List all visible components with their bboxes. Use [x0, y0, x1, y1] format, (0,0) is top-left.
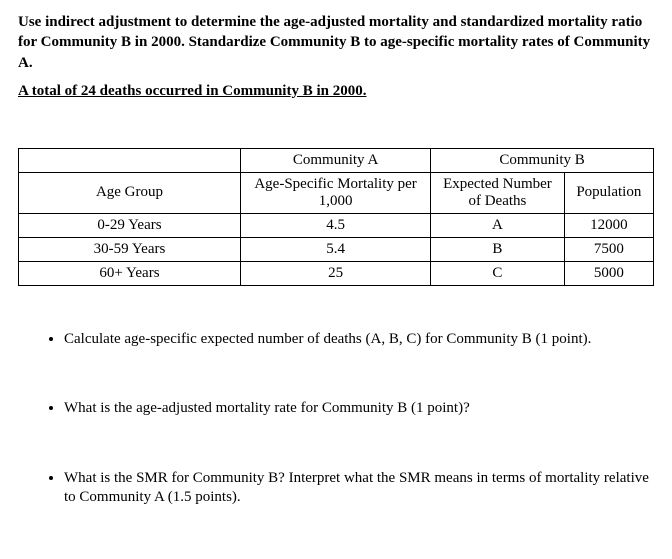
cell-exp: A [431, 213, 564, 237]
cell-mort: 4.5 [240, 213, 430, 237]
table-row: 0-29 Years 4.5 A 12000 [19, 213, 654, 237]
header-age-specific: Age-Specific Mortality per 1,000 [240, 172, 430, 213]
cell-pop: 12000 [564, 213, 653, 237]
header-blank [19, 148, 241, 172]
mortality-table: Community A Community B Age Group Age-Sp… [18, 148, 654, 286]
header-community-a: Community A [240, 148, 430, 172]
cell-exp: C [431, 261, 564, 285]
header-population: Population [564, 172, 653, 213]
question-item: Calculate age-specific expected number o… [64, 330, 654, 350]
header-age-group: Age Group [19, 172, 241, 213]
cell-age: 60+ Years [19, 261, 241, 285]
deaths-note: A total of 24 deaths occurred in Communi… [18, 83, 654, 100]
table-row: 60+ Years 25 C 5000 [19, 261, 654, 285]
question-item: What is the SMR for Community B? Interpr… [64, 469, 654, 508]
cell-age: 0-29 Years [19, 213, 241, 237]
header-community-b: Community B [431, 148, 654, 172]
cell-mort: 5.4 [240, 237, 430, 261]
table-row: 30-59 Years 5.4 B 7500 [19, 237, 654, 261]
table-sub-header-row: Age Group Age-Specific Mortality per 1,0… [19, 172, 654, 213]
cell-mort: 25 [240, 261, 430, 285]
cell-pop: 7500 [564, 237, 653, 261]
cell-pop: 5000 [564, 261, 653, 285]
cell-age: 30-59 Years [19, 237, 241, 261]
header-expected: Expected Number of Deaths [431, 172, 564, 213]
intro-text: Use indirect adjustment to determine the… [18, 12, 654, 73]
cell-exp: B [431, 237, 564, 261]
question-list: Calculate age-specific expected number o… [18, 330, 654, 508]
question-item: What is the age-adjusted mortality rate … [64, 399, 654, 419]
table-top-header-row: Community A Community B [19, 148, 654, 172]
